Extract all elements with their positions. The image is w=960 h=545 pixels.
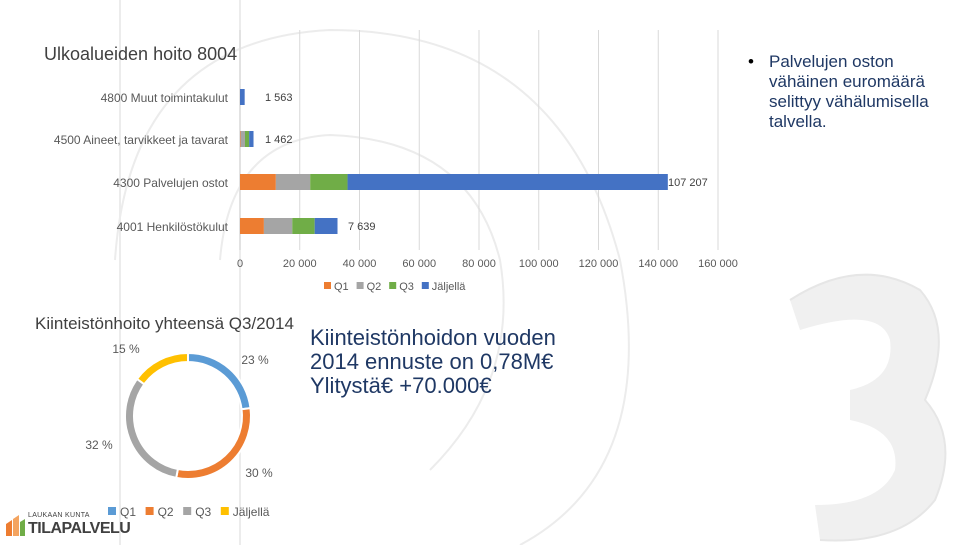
bar-data-labels: 1 563 1 462 107 207 7 639	[265, 92, 708, 233]
donut-legend-swatch	[108, 507, 116, 515]
bar-segment-jäljellä	[347, 174, 668, 190]
bar-segment-q3	[292, 218, 315, 234]
bar-segment-jäljellä	[249, 131, 254, 147]
forecast-line-3: Ylitystä€ +70.000€	[310, 373, 492, 398]
bar-x-tick-label: 120 000	[579, 258, 619, 270]
donut-chart: 23 % 30 % 32 % 15 % Q1 Q2 Q3 Jäljellä	[85, 342, 273, 519]
donut-legend-swatch	[220, 507, 229, 515]
bar-x-tick-label: 20 000	[283, 258, 317, 270]
bar-legend-label: Q1	[334, 281, 349, 293]
bar-segment-q2	[263, 218, 293, 234]
bar-series	[240, 89, 668, 234]
bar-category-label: 4300 Palvelujen ostot	[113, 176, 228, 190]
bar-legend-swatch	[356, 282, 364, 289]
donut-chart-title: Kiinteistönhoito yhteensä Q3/2014	[35, 314, 294, 333]
donut-value-label: 15 %	[112, 342, 140, 356]
bar-category-label: 4800 Muut toimintakulut	[101, 91, 229, 105]
bar-legend-label: Q2	[367, 281, 382, 293]
bar-x-tick-label: 60 000	[402, 258, 436, 270]
donut-value-labels: 23 % 30 % 32 % 15 %	[85, 342, 273, 480]
donut-legend-swatch	[183, 507, 192, 515]
donut-value-label: 32 %	[85, 438, 113, 452]
bar-category-label: 4001 Henkilöstökulut	[117, 220, 229, 234]
bar-segment-jäljellä	[314, 218, 338, 234]
donut-legend-label: Jäljellä	[233, 505, 270, 519]
donut-legend-label: Q2	[158, 505, 174, 519]
donut-legend-swatch	[145, 507, 154, 515]
logo-top-text: LAUKAAN KUNTA	[28, 512, 90, 519]
donut-slice-q3	[124, 377, 180, 480]
bar-x-tick-label: 80 000	[462, 258, 496, 270]
bar-legend-label: Jäljellä	[432, 281, 467, 293]
bar-x-tick-label: 140 000	[638, 258, 678, 270]
bar-x-tick-label: 0	[237, 258, 243, 270]
note-item: Palvelujen oston vähäinen euromäärä seli…	[748, 52, 958, 132]
bar-legend-swatch	[324, 282, 331, 289]
bar-segment-q2	[275, 174, 311, 190]
bar-grid	[239, 30, 719, 250]
bar-data-label: 107 207	[668, 177, 708, 189]
note-list: Palvelujen oston vähäinen euromäärä seli…	[748, 52, 958, 132]
bar-legend-label: Q3	[399, 281, 414, 293]
bar-data-label: 1 462	[265, 134, 293, 146]
donut-slice-jäljellä	[135, 351, 189, 386]
donut-value-label: 23 %	[241, 353, 269, 367]
bar-data-label: 1 563	[265, 92, 293, 104]
bar-category-label: 4500 Aineet, tarvikkeet ja tavarat	[54, 133, 229, 147]
bar-chart-title: Ulkoalueiden hoito 8004	[44, 44, 238, 64]
donut-legend-label: Q3	[195, 505, 211, 519]
forecast-line-1: Kiinteistönhoidon vuoden	[310, 325, 556, 350]
bar-segment-q2	[240, 131, 245, 147]
bar-x-tick-label: 100 000	[519, 258, 559, 270]
bar-x-tick-label: 40 000	[343, 258, 377, 270]
donut-value-label: 30 %	[245, 466, 273, 480]
bar-x-tick-labels: 0 20 000 40 000 60 000 80 000 100 000 120 000 1…	[237, 258, 738, 270]
bar-x-tick-label: 160 000	[698, 258, 738, 270]
bar-legend-swatch	[389, 282, 397, 289]
bar-data-label: 7 639	[348, 221, 376, 233]
bar-category-labels: 4800 Muut toimintakulut 4500 Aineet, tarv…	[54, 91, 229, 234]
donut-legend-label: Q1	[120, 505, 136, 519]
logo: LAUKAAN KUNTA TILAPALVELU	[4, 512, 131, 542]
logo-main-text: TILAPALVELU	[28, 520, 131, 537]
stacked-bar-chart: 4800 Muut toimintakulut 4500 Aineet, tarv…	[54, 30, 738, 293]
bar-segment-q1	[240, 174, 276, 190]
donut-slice-q2	[175, 406, 252, 480]
forecast-line-2: 2014 ennuste on 0,78M€	[310, 349, 554, 374]
bar-segment-q1	[240, 131, 241, 147]
bar-segment-q3	[310, 174, 348, 190]
bar-legend-swatch	[421, 282, 429, 289]
bar-segment-jäljellä	[240, 89, 245, 105]
bar-segment-q1	[240, 218, 264, 234]
donut-legend: Q1 Q2 Q3 Jäljellä	[108, 505, 270, 519]
forecast-text: Kiinteistönhoidon vuoden 2014 ennuste on…	[310, 326, 640, 398]
donut-slices	[124, 351, 252, 480]
bar-segment-q3	[244, 131, 250, 147]
bar-legend: Q1 Q2 Q3 Jäljellä	[324, 281, 466, 293]
logo-mark-icon	[6, 515, 25, 536]
